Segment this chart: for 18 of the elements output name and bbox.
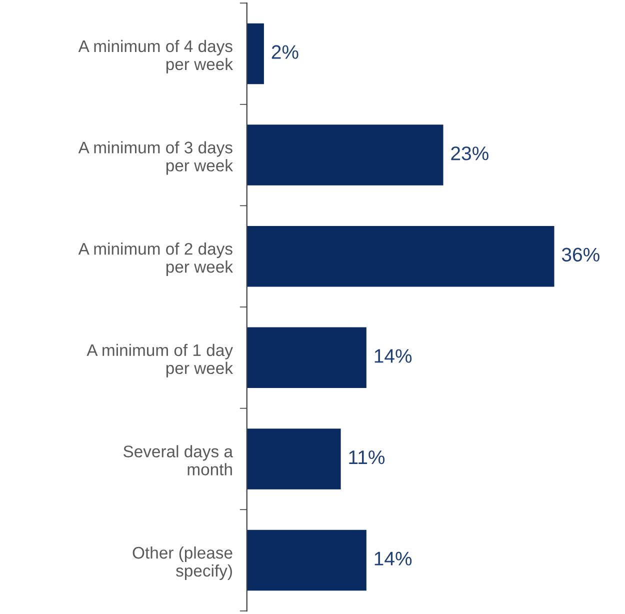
y-tick-label: A minimum of 1 day per week [86,344,234,378]
bar [246,23,264,84]
y-tick-label: A minimum of 4 days per week [78,40,234,74]
data-label: 2% [272,45,298,59]
y-tick-label: A minimum of 2 days per week [78,242,234,276]
data-label: 11% [349,450,385,464]
y-tick-label: Other (please specify) [132,546,232,580]
bar [246,530,366,591]
y-tick-label: A minimum of 3 days per week [78,141,234,175]
y-tick-label: Several days a month [124,445,233,476]
data-label: 14% [374,552,412,566]
data-label: 14% [374,349,412,363]
bar [246,428,341,490]
data-label: 36% [562,248,600,262]
bar [246,124,444,186]
data-label: 23% [451,146,488,160]
bar [246,226,554,287]
bar [246,327,366,388]
